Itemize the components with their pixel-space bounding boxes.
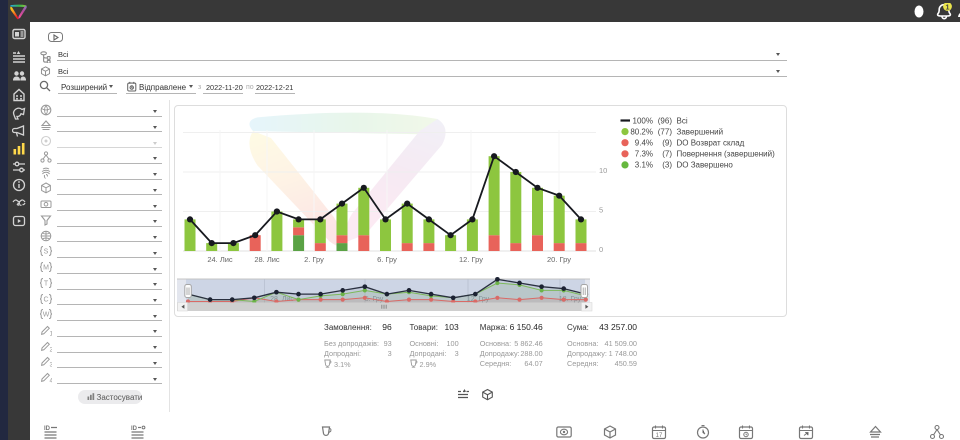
- svg-text:3: 3: [49, 362, 52, 368]
- svg-text:M: M: [43, 265, 49, 272]
- svg-text:10: 10: [599, 166, 607, 175]
- svg-text:4: 4: [49, 378, 52, 384]
- svg-text:0: 0: [599, 245, 603, 254]
- svg-text:Всі: Всі: [677, 116, 688, 125]
- svg-text:S: S: [43, 249, 48, 256]
- svg-text:(96): (96): [658, 116, 673, 125]
- svg-text:20. Гру: 20. Гру: [547, 255, 571, 264]
- svg-text:12. Гру: 12. Гру: [459, 255, 483, 264]
- svg-text:DO Завершено: DO Завершено: [677, 161, 734, 170]
- svg-text:ID: ID: [131, 426, 138, 432]
- svg-text:2. Гру: 2. Гру: [304, 255, 324, 264]
- svg-text:(77): (77): [658, 127, 673, 136]
- svg-text:(9): (9): [662, 139, 672, 148]
- svg-text:7.3%: 7.3%: [635, 150, 653, 159]
- svg-text:ID: ID: [44, 426, 51, 432]
- svg-text:100%: 100%: [633, 116, 653, 125]
- svg-text:3.1%: 3.1%: [635, 161, 653, 170]
- svg-text:(3): (3): [662, 161, 672, 170]
- svg-text:24. Лис: 24. Лис: [207, 255, 233, 264]
- svg-text:DO Возврат склад: DO Возврат склад: [677, 139, 745, 148]
- svg-text:17: 17: [655, 433, 662, 439]
- svg-text:Повернення (завершений): Повернення (завершений): [677, 150, 776, 159]
- svg-text:T: T: [43, 280, 48, 287]
- svg-text:1: 1: [49, 330, 52, 336]
- svg-text:C: C: [43, 296, 48, 303]
- svg-text:28. Лис: 28. Лис: [270, 296, 294, 303]
- svg-text:2: 2: [49, 346, 52, 352]
- svg-text:W: W: [42, 312, 49, 319]
- svg-text:9.4%: 9.4%: [635, 139, 653, 148]
- svg-text:28. Лис: 28. Лис: [254, 255, 280, 264]
- svg-text:1: 1: [945, 3, 949, 12]
- svg-text:5: 5: [599, 206, 603, 215]
- svg-text:80.2%: 80.2%: [630, 127, 653, 136]
- svg-text:(7): (7): [662, 150, 672, 159]
- svg-text:12. Гру: 12. Гру: [467, 296, 490, 303]
- svg-text:Завершений: Завершений: [677, 127, 724, 136]
- svg-text:6. Гру: 6. Гру: [377, 255, 397, 264]
